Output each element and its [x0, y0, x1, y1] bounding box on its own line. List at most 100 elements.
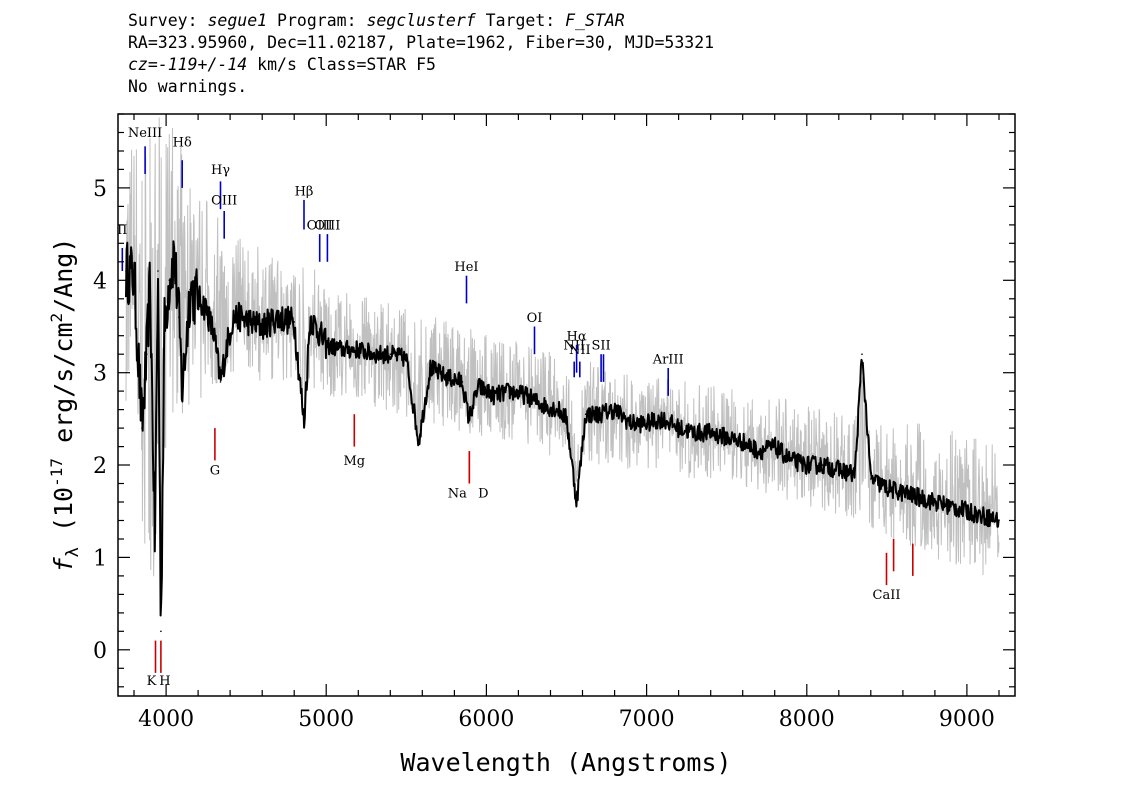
emission-line-label: OIII — [211, 194, 237, 209]
flux-point — [240, 316, 243, 319]
flux-point — [405, 358, 408, 360]
flux-point — [248, 321, 251, 323]
error-band-trace — [125, 117, 1000, 602]
absorption-line-label: CaII — [873, 588, 901, 603]
flux-point — [597, 413, 600, 416]
x-tick-label: 9000 — [939, 707, 995, 732]
flux-point — [133, 274, 135, 277]
flux-point — [357, 348, 360, 351]
flux-point — [934, 501, 936, 503]
absorption-line-label: K — [147, 674, 157, 689]
flux-point — [950, 505, 952, 508]
y-tick-label: 3 — [93, 362, 107, 387]
flux-point — [629, 422, 632, 425]
flux-point — [886, 487, 888, 489]
cz-rest: km/s Class=STAR F5 — [247, 55, 436, 74]
flux-point — [557, 408, 560, 411]
emission-line-label: OIII — [307, 219, 333, 234]
flux-point — [168, 279, 171, 282]
flux-point — [918, 496, 920, 499]
flux-point — [541, 404, 544, 406]
flux-point — [806, 464, 808, 466]
y-axis-title-unit-b: erg/s/cm — [49, 323, 78, 458]
flux-point — [445, 376, 448, 379]
program-value: segclusterf — [366, 11, 476, 30]
y-axis-title-unit-a: (10 — [49, 487, 78, 547]
emission-line-label: NeIII — [128, 126, 162, 141]
flux-point — [998, 519, 1000, 522]
emission-line-label: SII — [592, 339, 611, 354]
flux-point — [584, 413, 587, 416]
flux-point — [493, 395, 496, 397]
emission-line-label: OI — [527, 311, 543, 326]
flux-point — [709, 431, 712, 434]
flux-point — [373, 353, 376, 356]
flux-point — [645, 422, 648, 425]
flux-point — [389, 353, 392, 356]
flux-point — [213, 334, 215, 337]
emission-line-label: Hβ — [295, 184, 314, 199]
flux-point — [181, 390, 183, 392]
flux-point — [160, 630, 162, 633]
emission-line-label: NII — [569, 343, 591, 358]
flux-point — [661, 418, 664, 420]
flux-point — [741, 441, 744, 443]
header-warnings-line: No warnings. — [128, 77, 248, 96]
absorption-line-label: Mg — [343, 454, 365, 469]
flux-point — [125, 270, 127, 272]
emission-line-label: Hγ — [211, 163, 230, 178]
program-label: Program: — [267, 11, 367, 30]
y-tick-label: 0 — [93, 639, 107, 664]
survey-value: segue1 — [207, 11, 268, 30]
flux-point — [870, 478, 872, 480]
flux-point — [173, 251, 175, 254]
y-tick-label: 4 — [93, 269, 107, 294]
emission-line-label: NII — [563, 339, 585, 354]
flux-point — [219, 381, 222, 383]
flux-point — [725, 436, 728, 439]
y-axis-title-f: f — [49, 556, 78, 572]
flux-point — [277, 316, 280, 319]
flux-point — [189, 288, 191, 291]
flux-point — [154, 538, 156, 540]
flux-point — [509, 390, 512, 392]
emission-line-label: II — [117, 223, 127, 238]
y-axis-title-squared: 2 — [47, 313, 66, 323]
flux-point — [341, 348, 344, 351]
flux-point — [163, 325, 166, 328]
plot-frame — [117, 113, 1016, 697]
emission-line-label: OIII — [314, 219, 340, 234]
flux-point — [861, 353, 863, 356]
flux-point — [303, 422, 305, 425]
flux-point — [565, 418, 568, 420]
flux-point — [525, 395, 528, 397]
x-tick-label: 5000 — [298, 707, 354, 732]
x-tick-label: 8000 — [779, 707, 835, 732]
flux-point — [693, 431, 696, 434]
flux-point — [293, 321, 296, 323]
flux-point — [461, 381, 464, 383]
flux-point — [178, 316, 180, 319]
absorption-line-label: H — [159, 674, 170, 689]
flux-point — [982, 515, 984, 517]
header-redshift-line: cz=-119+/-14 km/s Class=STAR F5 — [128, 54, 714, 76]
flux-layer — [125, 240, 1000, 633]
y-axis-title: fλ (10-17 erg/s/cm2/Ang) — [47, 238, 83, 573]
flux-point — [205, 307, 207, 309]
y-tick-label: 5 — [93, 177, 107, 202]
flux-point — [790, 459, 792, 462]
flux-point — [854, 473, 856, 476]
survey-label: Survey: — [128, 11, 208, 30]
flux-point — [417, 441, 420, 443]
flux-point — [966, 510, 968, 512]
flux-point — [477, 385, 480, 388]
y-tick-label: 2 — [93, 454, 107, 479]
x-tick-label: 4000 — [138, 707, 194, 732]
y-axis-title-exponent: -17 — [47, 458, 66, 487]
header-coordinates-line: RA=323.95960, Dec=11.02187, Plate=1962, … — [128, 33, 715, 52]
absorption-line-label: G — [210, 463, 220, 478]
flux-point — [677, 427, 680, 429]
flux-point — [575, 501, 578, 503]
